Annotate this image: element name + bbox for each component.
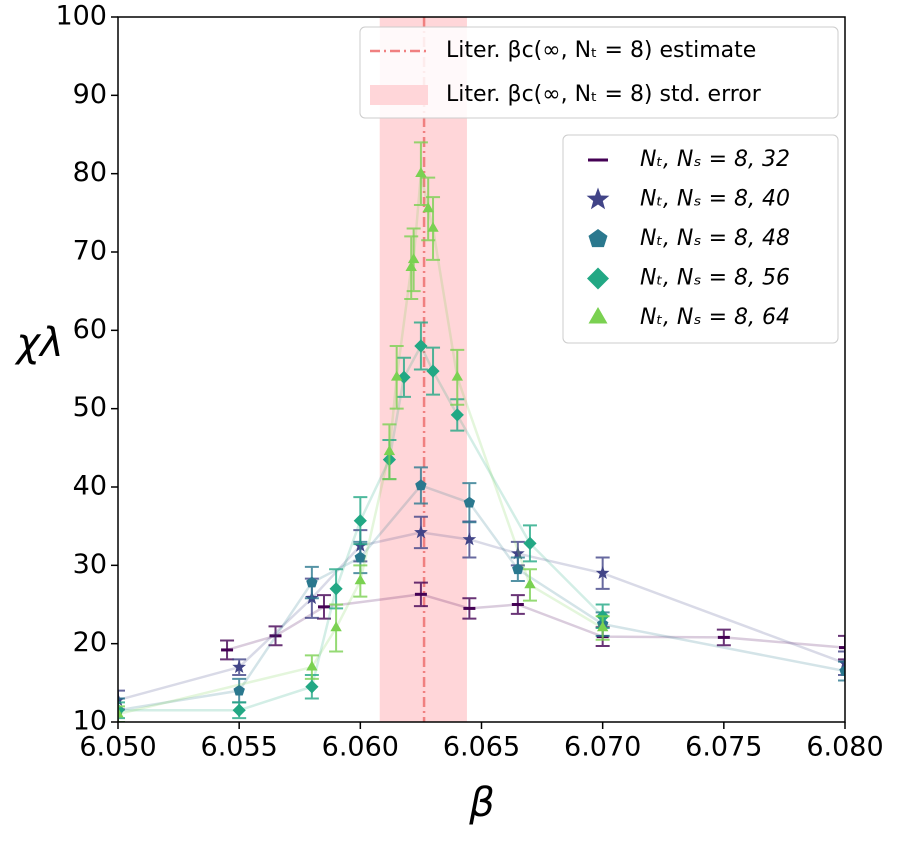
legend-box [359, 26, 839, 119]
y-axis-label: χλ [14, 320, 63, 366]
legend-label: Nₜ, Nₛ = 8, 40 [640, 187, 790, 212]
marker [511, 546, 525, 560]
y-tick-label: 80 [73, 157, 107, 188]
marker [597, 621, 609, 632]
y-tick-label: 60 [73, 314, 107, 345]
marker [354, 551, 366, 563]
marker [451, 370, 463, 381]
y-tick-label: 40 [73, 471, 107, 502]
error-bar [838, 634, 845, 661]
marker [405, 261, 417, 271]
legend-box [562, 134, 839, 344]
series-line [226, 593, 845, 652]
marker [422, 202, 434, 213]
x-axis-label: β [468, 780, 495, 826]
y-tick-label: 90 [73, 79, 107, 110]
marker [427, 221, 439, 232]
y-tick-label: 20 [73, 627, 107, 658]
x-tick-label: 6.070 [564, 732, 641, 763]
x-tick-label: 6.075 [685, 732, 762, 763]
marker [595, 566, 610, 579]
error-bar [838, 650, 845, 676]
error-bar [838, 660, 845, 682]
axes-frame [117, 16, 846, 723]
legend-label: Liter. βc(∞, Nₜ = 8) estimate [446, 38, 756, 63]
y-tick-label: 30 [73, 549, 107, 580]
marker [462, 532, 477, 546]
marker [306, 660, 318, 671]
series-line [118, 343, 604, 712]
legend-marker [588, 229, 608, 248]
marker [415, 479, 427, 491]
legend-marker [588, 307, 608, 324]
marker [524, 578, 536, 589]
y-tick-label: 70 [73, 236, 107, 267]
marker [232, 703, 246, 717]
marker [415, 167, 427, 177]
marker [383, 445, 396, 456]
marker [463, 496, 476, 508]
series-line [118, 483, 845, 712]
marker [353, 514, 367, 528]
x-tick-label: 6.065 [443, 732, 520, 763]
y-tick-label: 10 [73, 706, 107, 737]
error-bar [118, 705, 125, 722]
marker [118, 707, 124, 718]
y-tick-label: 50 [73, 392, 107, 423]
plot-area [118, 17, 845, 722]
x-tick-label: 6.055 [201, 732, 278, 763]
legend-label: Nₜ, Nₛ = 8, 32 [640, 147, 790, 172]
marker [839, 665, 845, 676]
marker [391, 370, 403, 381]
marker [839, 646, 845, 650]
marker [233, 684, 245, 696]
marker [414, 525, 428, 539]
legend-label: Liter. βc(∞, Nₜ = 8) std. error [446, 82, 762, 107]
marker [414, 339, 428, 353]
error-bar [118, 701, 125, 720]
legend-band-key [370, 85, 428, 105]
legend-marker [587, 267, 609, 290]
marker [317, 605, 330, 609]
legend-label: Nₜ, Nₛ = 8, 64 [640, 305, 790, 330]
x-tick-label: 6.060 [322, 732, 399, 763]
marker [450, 408, 464, 422]
x-tick-label: 6.050 [79, 732, 156, 763]
marker [354, 574, 366, 585]
series-line [118, 531, 845, 702]
marker [305, 680, 319, 694]
marker [269, 634, 282, 638]
marker [407, 253, 420, 264]
series-line [118, 173, 604, 716]
marker [463, 606, 476, 610]
marker [717, 635, 730, 639]
marker [511, 603, 524, 606]
marker [329, 582, 343, 596]
marker [523, 536, 537, 550]
legend-marker [586, 187, 610, 210]
legend-marker [588, 158, 608, 162]
marker [306, 576, 318, 588]
marker [512, 563, 524, 575]
marker [221, 648, 234, 652]
marker [330, 621, 342, 632]
y-tick-label: 100 [55, 1, 107, 32]
legend-label: Nₜ, Nₛ = 8, 56 [640, 266, 790, 291]
x-tick-label: 6.080 [806, 732, 883, 763]
marker [426, 364, 440, 378]
marker [232, 660, 246, 673]
legend-label: Nₜ, Nₛ = 8, 48 [640, 226, 790, 251]
marker [414, 592, 427, 596]
error-bar [118, 697, 125, 722]
